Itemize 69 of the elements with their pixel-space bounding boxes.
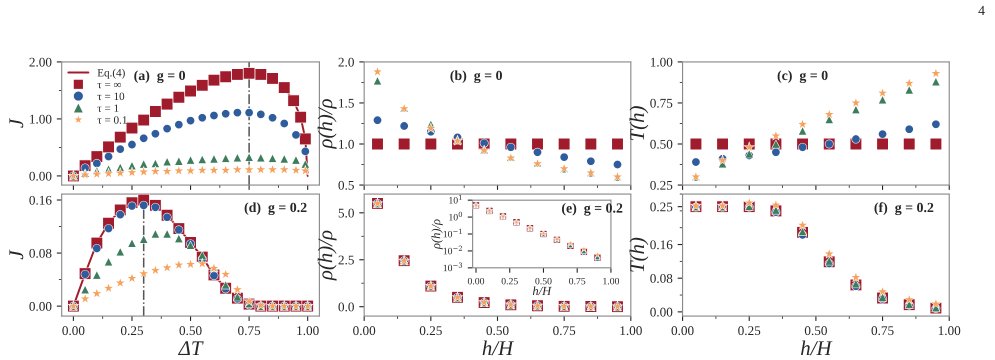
y-tick-label: 5.0 [338, 208, 354, 218]
y-tick-label: 0.00 [650, 308, 672, 317]
y-tick-label: 0.16 [650, 240, 672, 250]
annotation: (a) g = 0 [134, 70, 186, 84]
x-tick-label: 0.75 [553, 326, 576, 336]
x-tick-label: 0.50 [535, 278, 552, 284]
y-tick-label: 10$^{−2}$ [444, 246, 462, 254]
text: 4 [978, 6, 985, 16]
y-tick-label: 10$^{−1}$ [444, 228, 462, 238]
x-tick-label: 0.00 [353, 326, 376, 336]
y-axis-title: T(h) [629, 238, 648, 272]
x-tick-label: 0.75 [238, 326, 260, 336]
y-tick-label: 1.00 [650, 58, 672, 67]
y-tick-label: 0.25 [650, 202, 672, 212]
y-tick-label: 2.0 [338, 58, 354, 67]
y-axis-title: J [9, 118, 24, 128]
y-tick-label: 0.00 [29, 302, 52, 311]
x-axis-title: h/H [801, 340, 832, 356]
y-tick-label: 0.5 [338, 180, 354, 190]
y-tick-label: 1.5 [339, 98, 354, 108]
legend-label: τ = 10 [97, 92, 124, 100]
y-tick-label: 0.25 [650, 180, 672, 190]
x-axis-title: h/H [482, 340, 514, 356]
y-tick-label: 2.5 [338, 256, 354, 265]
y-tick-label: 0.16 [29, 196, 52, 205]
y-tick-label: 0.00 [29, 172, 52, 181]
annotation: (d) g = 0.2 [244, 202, 307, 216]
legend-label: τ = ∞ [97, 82, 122, 88]
y-axis-title: ρ(h)/ρ [431, 219, 443, 250]
y-tick-label: 0.08 [650, 274, 672, 283]
y-tick-label: 0.75 [650, 98, 672, 108]
x-tick-label: 0.00 [468, 278, 484, 284]
legend-label: τ = 0.1 [97, 116, 127, 124]
x-tick-label: 0.50 [180, 326, 202, 336]
y-tick-label: 0.0 [338, 302, 354, 312]
y-tick-label: 1.00 [30, 114, 52, 124]
x-tick-label: 0.00 [672, 326, 694, 336]
y-axis-title: ρ(h)/ρ [318, 99, 337, 150]
x-axis-title: h/H [532, 286, 552, 296]
annotation: (f) g = 0.2 [874, 202, 934, 216]
y-tick-label: 0.50 [650, 140, 672, 149]
x-tick-label: 0.50 [804, 326, 827, 336]
legend-label: Eq.(4) [98, 68, 125, 79]
y-tick-label: 2.00 [29, 58, 52, 67]
x-tick-label: 0.75 [569, 278, 586, 284]
y-axis-title: J [9, 250, 24, 260]
x-tick-label: 0.25 [120, 326, 144, 336]
y-tick-label: 10$^{0}$ [449, 212, 462, 220]
x-tick-label: 1.00 [938, 326, 960, 336]
x-tick-label: 0.00 [62, 326, 84, 336]
y-tick-label: 1.0 [339, 140, 354, 149]
x-tick-label: 0.25 [738, 326, 760, 336]
x-tick-label: 0.50 [486, 326, 509, 336]
y-axis-title: T(h) [629, 106, 648, 140]
annotation: (b) g = 0 [450, 70, 502, 84]
x-tick-label: 0.25 [502, 278, 518, 284]
y-tick-label: 10$^{1}$ [449, 194, 462, 204]
y-axis-title: ρ(h)/ρ [318, 230, 337, 281]
y-tick-label: 10$^{−3}$ [444, 262, 462, 272]
x-axis-title: ΔT [178, 341, 204, 355]
x-tick-label: 1.00 [603, 278, 620, 284]
y-tick-label: 0.08 [29, 248, 52, 258]
x-tick-label: 1.00 [297, 326, 319, 336]
annotation: (c) g = 0 [778, 70, 828, 84]
legend-label: τ = 1 [97, 104, 118, 112]
x-tick-label: 0.25 [420, 326, 442, 336]
x-tick-label: 1.00 [620, 326, 642, 336]
x-tick-label: 0.75 [872, 326, 894, 336]
annotation: (e) g = 0.2 [562, 202, 622, 216]
